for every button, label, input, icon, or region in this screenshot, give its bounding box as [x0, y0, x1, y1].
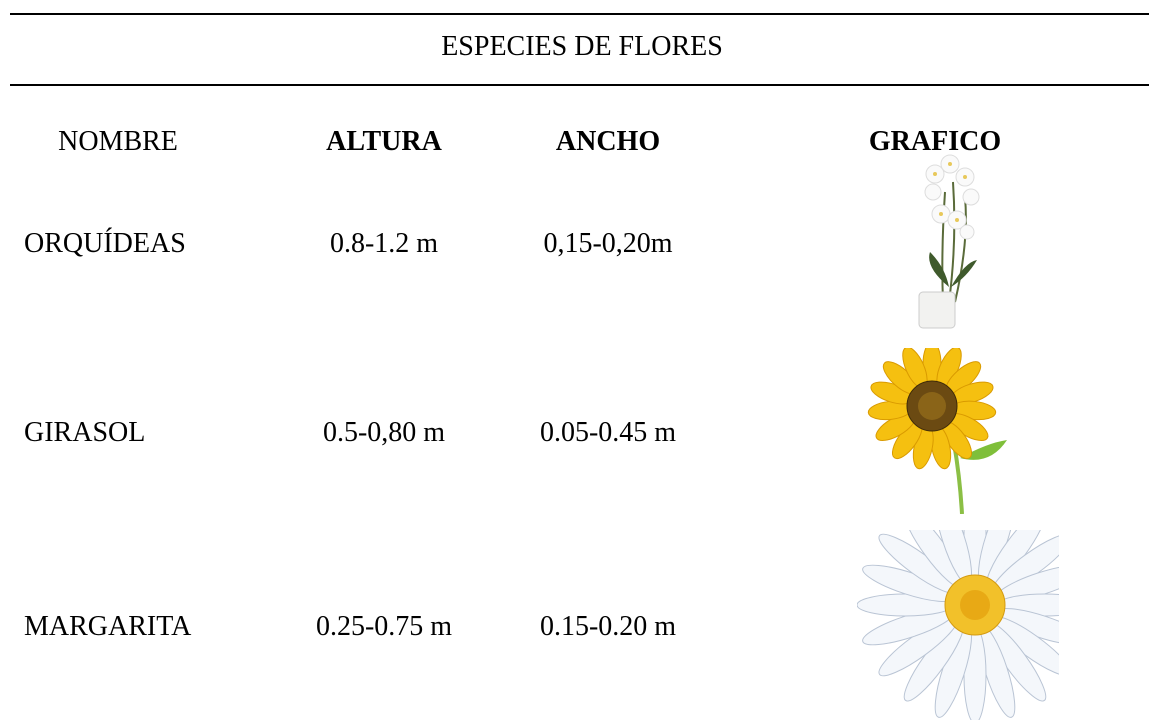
orchid-image	[918, 154, 980, 329]
daisy-image	[857, 530, 1059, 720]
species-name: MARGARITA	[24, 611, 192, 642]
column-header: NOMBRE	[58, 126, 178, 157]
sunflower-image	[866, 348, 1007, 514]
width-range: 0,15-0,20m	[543, 228, 673, 259]
height-range: 0.25-0.75 m	[315, 611, 453, 642]
column-header: ANCHO	[555, 126, 661, 157]
species-name: ORQUÍDEAS	[24, 228, 186, 259]
width-range: 0.15-0.20 m	[539, 611, 677, 642]
height-range: 0.8-1.2 m	[329, 228, 439, 259]
header-rule	[10, 84, 1149, 86]
table-title: ESPECIES DE FLORES	[441, 31, 723, 62]
height-range: 0.5-0,80 m	[322, 417, 446, 448]
species-name: GIRASOL	[24, 417, 146, 448]
column-header: GRAFICO	[868, 126, 1002, 157]
top-rule	[10, 13, 1149, 15]
width-range: 0.05-0.45 m	[539, 417, 677, 448]
column-header: ALTURA	[326, 126, 442, 157]
